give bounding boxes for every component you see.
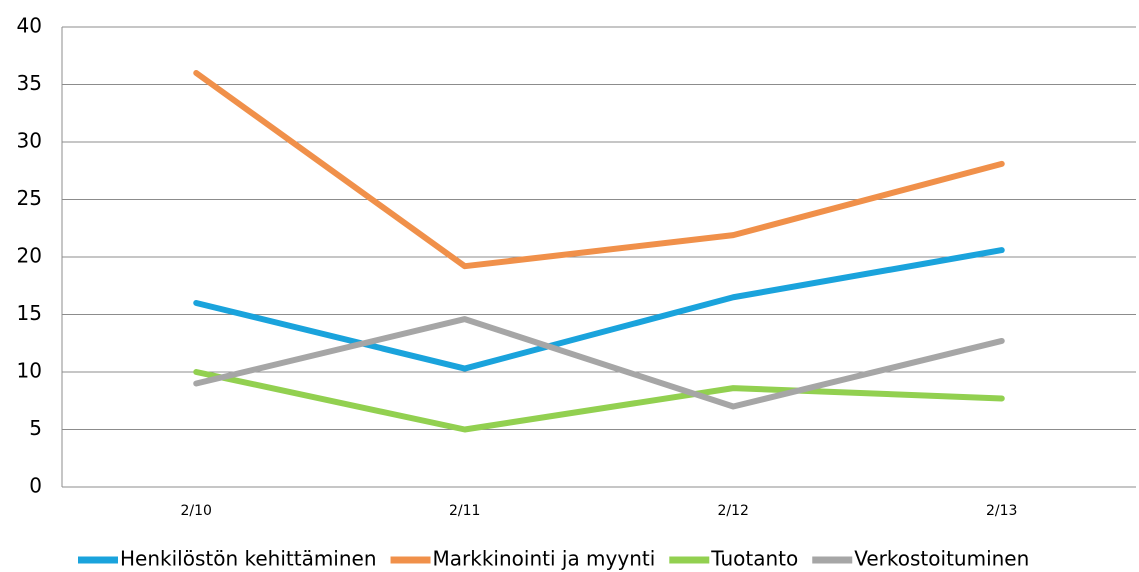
x-tick-label: 2/12	[718, 503, 749, 519]
series-line	[193, 247, 1005, 372]
y-tick-label: 40	[17, 14, 42, 38]
series-line	[193, 70, 1005, 270]
legend-label: Markkinointi ja myynti	[433, 547, 656, 571]
y-tick-label: 25	[17, 186, 42, 210]
legend-label: Verkostoituminen	[854, 547, 1029, 571]
legend-label: Henkilöstön kehittäminen	[120, 547, 377, 571]
y-tick-label: 10	[17, 359, 42, 383]
legend-label: Tuotanto	[710, 547, 798, 571]
series-line	[193, 369, 1005, 433]
x-tick-label: 2/11	[449, 503, 480, 519]
y-tick-label: 0	[29, 474, 42, 498]
y-tick-label: 15	[17, 301, 42, 325]
y-tick-label: 35	[17, 71, 42, 95]
y-tick-label: 20	[17, 244, 42, 268]
x-tick-label: 2/13	[986, 503, 1017, 519]
y-tick-label: 30	[17, 129, 42, 153]
series-line	[193, 316, 1005, 410]
x-tick-label: 2/10	[181, 503, 212, 519]
y-tick-label: 5	[29, 416, 42, 440]
